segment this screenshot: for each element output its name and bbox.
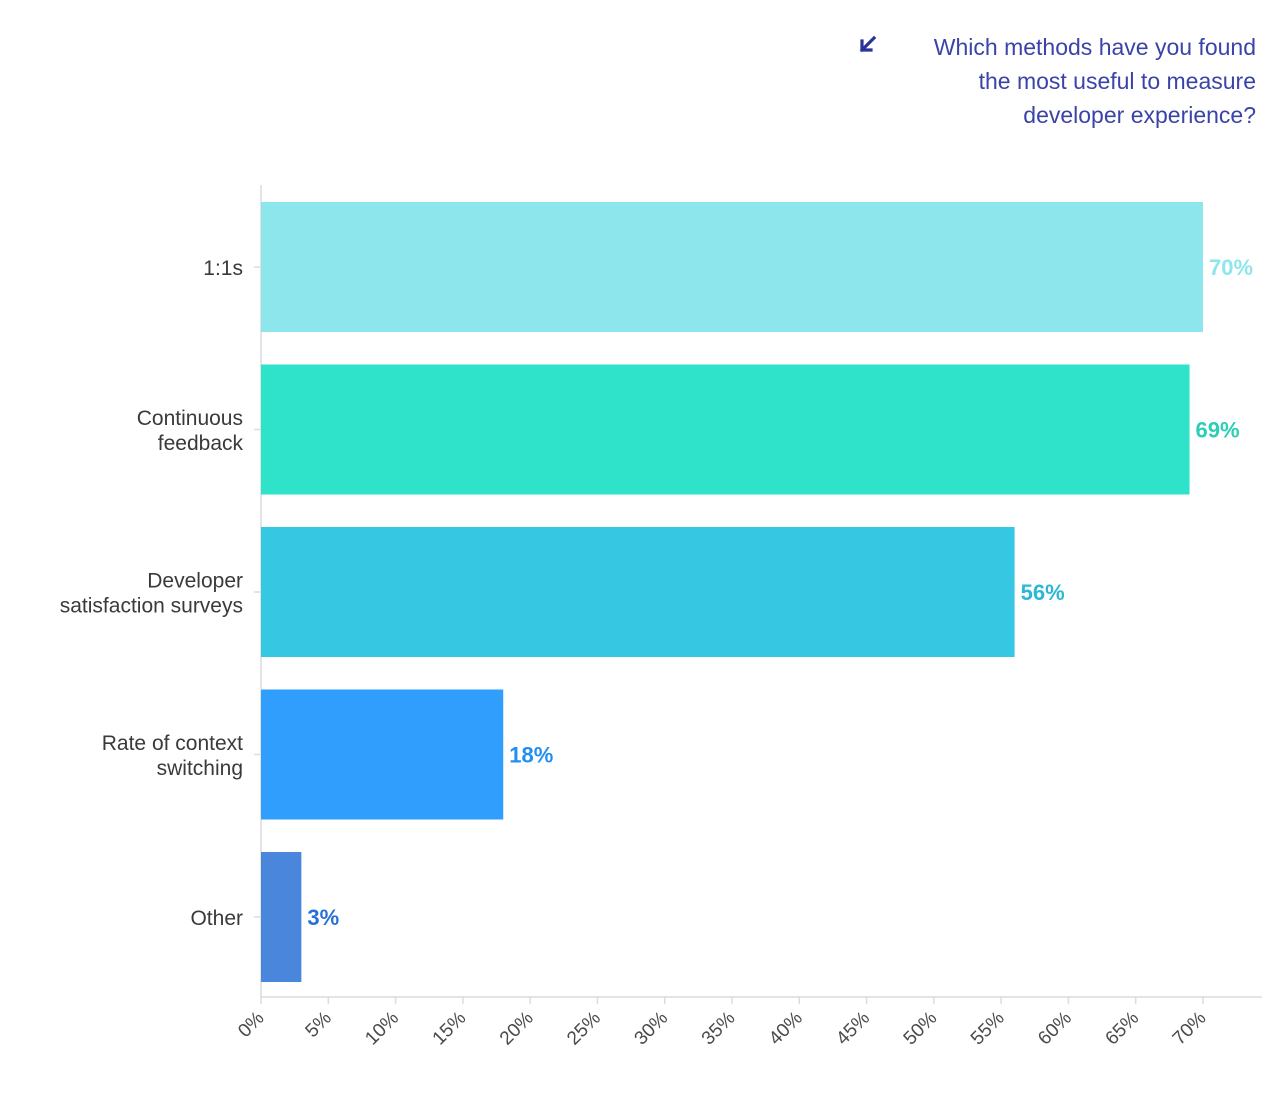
x-tick-label: 60% — [1034, 1008, 1076, 1050]
x-tick-label: 15% — [429, 1008, 471, 1050]
x-tick-label: 0% — [234, 1008, 268, 1042]
value-label: 70% — [1209, 255, 1253, 280]
x-tick-label: 70% — [1169, 1008, 1211, 1050]
question-text: Which methods have you found the most us… — [896, 30, 1256, 132]
x-tick-label: 40% — [765, 1008, 807, 1050]
bar — [261, 689, 504, 820]
x-tick-label: 45% — [832, 1008, 874, 1050]
x-tick-label: 35% — [698, 1008, 740, 1050]
category-label: Rate of context switching — [102, 732, 243, 780]
value-label: 69% — [1196, 418, 1240, 443]
category-label: Other — [190, 907, 243, 930]
x-tick-label: 55% — [967, 1008, 1009, 1050]
arrow-down-left-icon — [859, 35, 877, 53]
value-label: 3% — [307, 905, 339, 930]
bar — [261, 364, 1190, 495]
x-tick-label: 50% — [900, 1008, 942, 1050]
category-label: Developer satisfaction surveys — [60, 570, 243, 618]
x-tick-label: 5% — [302, 1008, 336, 1042]
question-line-2: the most useful to measure — [978, 68, 1256, 94]
question-line-3: developer experience? — [1023, 102, 1256, 128]
bar — [261, 202, 1203, 332]
value-label: 56% — [1021, 580, 1065, 605]
value-label: 18% — [509, 743, 553, 768]
x-tick-label: 25% — [563, 1008, 605, 1050]
bar — [261, 852, 302, 982]
x-tick-label: 30% — [631, 1008, 673, 1050]
x-tick-label: 65% — [1102, 1008, 1144, 1050]
category-label: 1:1s — [203, 257, 243, 280]
chart-question: Which methods have you found the most us… — [836, 30, 1256, 132]
x-tick-label: 10% — [361, 1008, 403, 1050]
category-label: Continuous feedback — [137, 407, 244, 455]
x-tick-label: 20% — [496, 1008, 538, 1050]
question-line-1: Which methods have you found — [933, 34, 1256, 60]
bar — [261, 527, 1015, 657]
